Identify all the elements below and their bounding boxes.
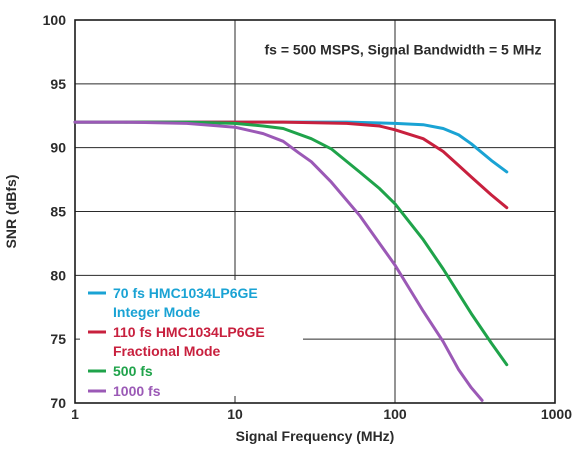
x-tick-label: 10 [227, 406, 243, 422]
legend-background [80, 280, 303, 396]
legend-label-line2: Integer Mode [113, 304, 200, 320]
chart-annotation: fs = 500 MSPS, Signal Bandwidth = 5 MHz [265, 41, 542, 57]
series-layer [73, 120, 509, 402]
y-tick-label: 90 [50, 140, 66, 156]
y-tick-label: 100 [43, 12, 67, 28]
series-line [73, 120, 509, 210]
y-tick-label: 75 [50, 331, 66, 347]
tick-labels: 70 75 80 85 90 95 100 1 10 100 1000 [43, 12, 573, 422]
x-tick-label: 1000 [541, 406, 572, 422]
y-axis-title: SNR (dBfs) [3, 175, 19, 249]
plot-area-frame [74, 19, 556, 404]
x-tick-label: 100 [383, 406, 407, 422]
legend: 70 fs HMC1034LP6GE Integer Mode 110 fs HMC… [80, 280, 303, 399]
legend-label: 1000 fs [113, 383, 161, 399]
y-tick-label: 80 [50, 267, 66, 283]
y-tick-label: 70 [50, 395, 66, 411]
x-axis-title: Signal Frequency (MHz) [236, 428, 395, 444]
y-tick-label: 95 [50, 76, 66, 92]
series-line [73, 120, 484, 402]
y-tick-label: 85 [50, 204, 66, 220]
legend-label: 110 fs HMC1034LP6GE [113, 324, 265, 340]
series-line [73, 120, 509, 367]
legend-label: 500 fs [113, 363, 153, 379]
legend-label: 70 fs HMC1034LP6GE [113, 285, 258, 301]
legend-label-line2: Fractional Mode [113, 343, 221, 359]
x-tick-label: 1 [71, 406, 79, 422]
